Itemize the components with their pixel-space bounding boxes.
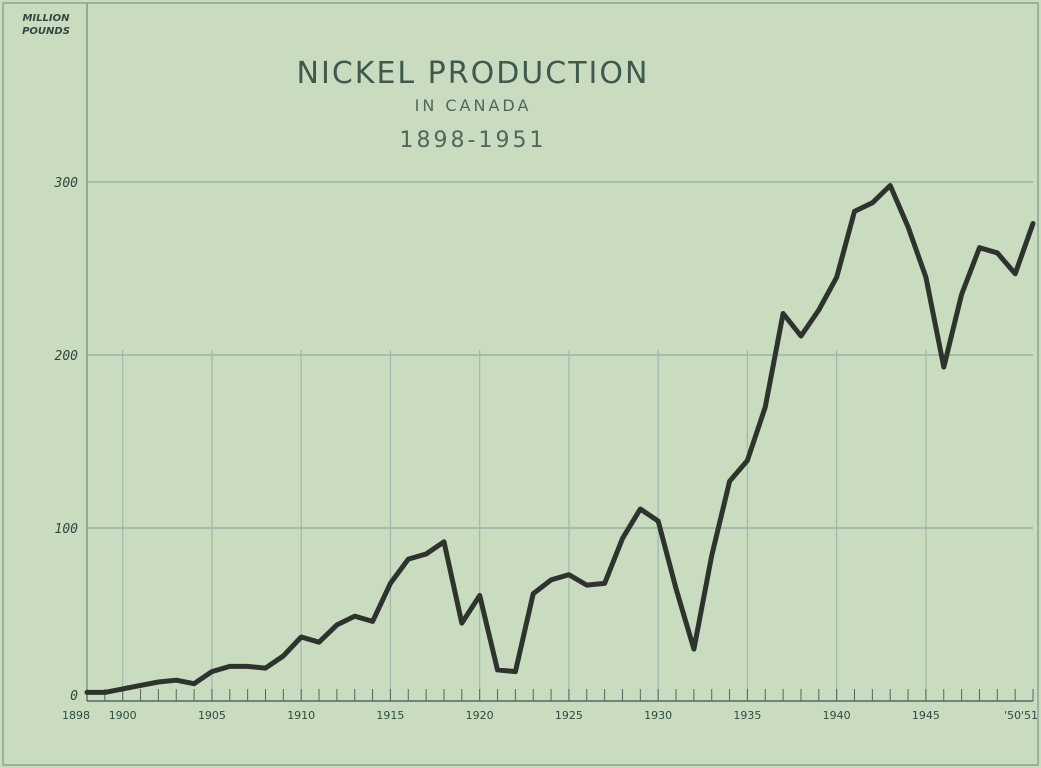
y-axis-label-line-2: POUNDS (22, 26, 70, 37)
x-tick-label-1898: 1898 (62, 709, 90, 722)
y-tick-label-200: 200 (55, 349, 79, 364)
series-line (84, 183, 1036, 695)
y-axis-label-line-1: MILLION (22, 13, 70, 24)
x-tick-label-1920: 1920 (466, 709, 494, 722)
gridlines (87, 181, 1033, 701)
x-tick-label-1905: 1905 (198, 709, 226, 722)
chart-period: 1898-1951 (400, 128, 547, 153)
x-tick-label-1925: 1925 (555, 709, 583, 722)
y-tick-label-300: 300 (54, 176, 79, 191)
x-tick-label-1900: 1900 (109, 709, 137, 722)
x-axis-ticks (86, 689, 1034, 702)
y-tick-label-0: 0 (70, 689, 78, 704)
chart-subtitle: IN CANADA (415, 96, 532, 115)
x-tick-label-1951: '51 (1021, 709, 1038, 722)
x-tick-label-1910: 1910 (287, 709, 315, 722)
x-tick-label-1945: 1945 (912, 709, 940, 722)
x-tick-label-1935: 1935 (733, 709, 761, 722)
x-axis-tick-labels: 1898 1900 1905 1910 1915 1920 1925 1930 1935 1940… (62, 709, 1038, 722)
x-tick-label-1950: '50 (1004, 709, 1021, 722)
x-tick-label-1915: 1915 (376, 709, 404, 722)
y-tick-label-100: 100 (55, 522, 79, 537)
chart-title: NICKEL PRODUCTION (297, 56, 650, 91)
y-axis-tick-labels: 0 100 200 300 (54, 176, 79, 704)
x-tick-label-1940: 1940 (823, 709, 851, 722)
x-tick-label-1930: 1930 (644, 709, 672, 722)
